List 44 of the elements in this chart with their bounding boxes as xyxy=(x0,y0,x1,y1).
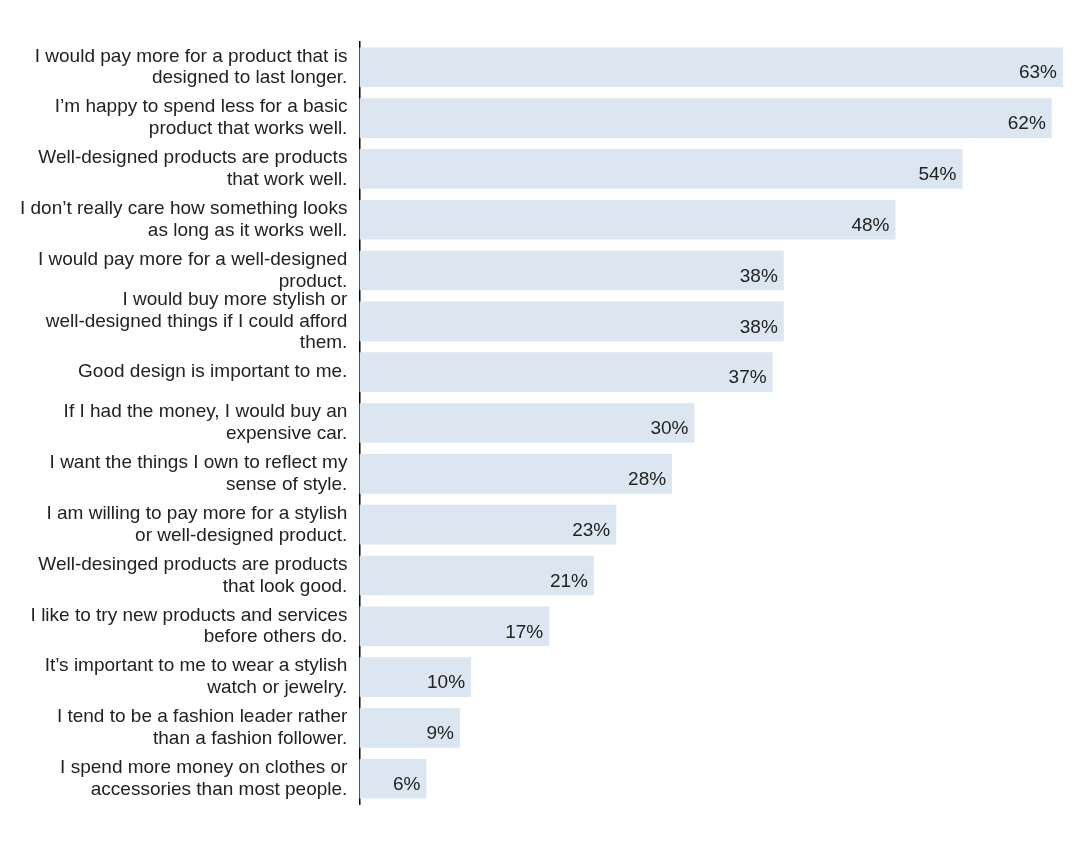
bar xyxy=(359,98,1052,138)
y-tick-label: I tend to be a fashion leader rather than a fashion follower. xyxy=(56,705,349,749)
data-label: 10% xyxy=(427,671,466,693)
data-label: 21% xyxy=(549,569,589,591)
y-tick-label: Well-designed products are products that work well. xyxy=(38,146,348,190)
y-tick-label: I would pay more for a product that is designed to last longer. xyxy=(34,44,348,88)
bar xyxy=(359,352,773,392)
data-label: 38% xyxy=(739,315,778,337)
bar xyxy=(359,555,594,596)
bar xyxy=(359,454,673,494)
bar xyxy=(359,657,472,697)
bar xyxy=(359,47,1063,88)
bar xyxy=(359,708,460,748)
y-tick-label: I like to try new products and services before others do. xyxy=(30,603,348,647)
data-label: 63% xyxy=(1018,61,1058,83)
data-label: 38% xyxy=(739,264,778,286)
bar xyxy=(359,199,896,240)
bar xyxy=(359,149,963,189)
bar xyxy=(359,403,695,443)
data-label: 30% xyxy=(650,417,689,439)
data-label: 62% xyxy=(1007,112,1046,134)
data-label: 9% xyxy=(426,722,454,744)
data-label: 6% xyxy=(392,772,421,794)
data-label: 23% xyxy=(572,518,611,540)
bar xyxy=(359,606,550,647)
bar xyxy=(359,301,784,342)
y-tick-label: I don’t really care how something looks as long as it works well. xyxy=(20,197,348,240)
y-tick-label: I’m happy to spend less for a basic product that works well. xyxy=(54,95,348,139)
y-tick-label: Well-desinged products are products that look good. xyxy=(38,552,348,596)
data-label: 37% xyxy=(728,366,767,388)
data-label: 28% xyxy=(628,468,667,490)
data-label: 54% xyxy=(918,163,957,185)
bar xyxy=(359,250,784,291)
data-label: 48% xyxy=(851,213,890,235)
bar xyxy=(359,504,617,545)
y-tick-label: If I had the money, I would buy an expensive car. xyxy=(63,400,348,444)
y-tick-label: I am willing to pay more for a stylish or well-designed product. xyxy=(46,501,348,545)
y-tick-label: I would pay more for a well-designed product. xyxy=(37,247,348,291)
bar xyxy=(359,758,427,799)
y-tick-label: Good design is important to me. xyxy=(78,360,348,382)
y-tick-label: I spend more money on clothes or accessories than most people. xyxy=(60,756,349,799)
data-label: 17% xyxy=(505,620,544,642)
y-tick-label: It’s important to me to wear a stylish watch or jewelry. xyxy=(44,654,348,698)
y-tick-label: I want the things I own to reflect my sense of style. xyxy=(49,451,348,494)
